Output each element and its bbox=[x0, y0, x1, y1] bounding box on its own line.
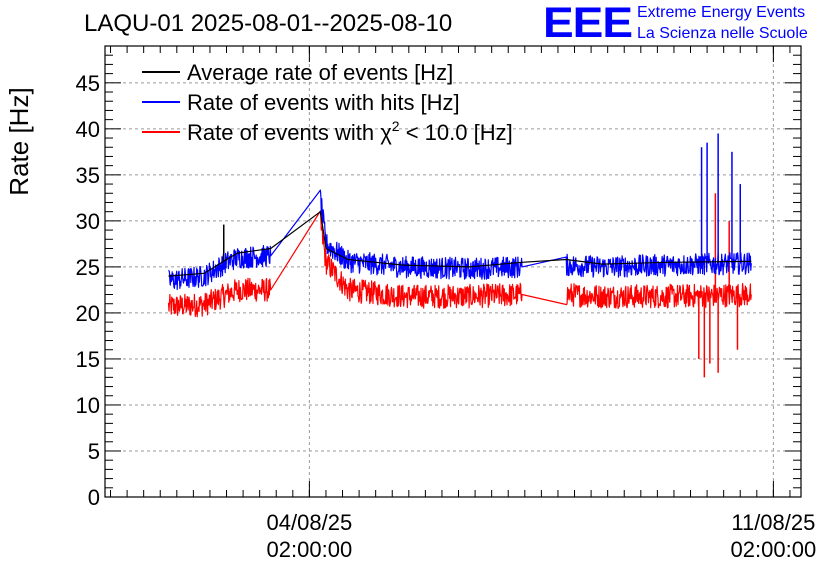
brand-line-1: Extreme Energy Events bbox=[637, 4, 806, 21]
y-tick-label: 25 bbox=[76, 255, 100, 280]
series-line bbox=[167, 210, 752, 318]
x-tick-label-date: 04/08/25 bbox=[267, 510, 353, 535]
y-tick-label: 20 bbox=[76, 301, 100, 326]
x-tick-label-date: 11/08/25 bbox=[731, 510, 815, 535]
y-tick-label: 30 bbox=[76, 209, 100, 234]
legend-label: Rate of events with χ2 < 10.0 [Hz] bbox=[187, 118, 513, 145]
y-tick-label: 15 bbox=[76, 347, 100, 372]
y-tick-label: 10 bbox=[76, 393, 100, 418]
y-tick-label: 0 bbox=[88, 485, 100, 510]
legend: Average rate of events [Hz] Rate of event… bbox=[142, 60, 513, 145]
series-line bbox=[168, 211, 752, 277]
legend-label: Rate of events with hits [Hz] bbox=[187, 90, 460, 115]
axes: 05101520253035404504/08/2502:00:0011/08/… bbox=[76, 45, 817, 562]
chart-title: LAQU-01 2025-08-01--2025-08-10 bbox=[84, 10, 453, 37]
y-tick-label: 35 bbox=[76, 163, 100, 188]
legend-label: Average rate of events [Hz] bbox=[187, 60, 453, 85]
x-tick-label-time: 02:00:00 bbox=[267, 537, 353, 562]
plot-frame bbox=[104, 45, 802, 498]
series-line bbox=[168, 189, 752, 291]
eee-logo: EEE bbox=[543, 0, 633, 47]
y-axis-label: Rate [Hz] bbox=[4, 87, 34, 195]
y-tick-label: 45 bbox=[76, 71, 100, 96]
series-lines bbox=[167, 133, 752, 378]
x-tick-label-time: 02:00:00 bbox=[731, 537, 817, 562]
y-tick-label: 40 bbox=[76, 117, 100, 142]
brand-line-2: La Scienza nelle Scuole bbox=[637, 25, 808, 42]
y-tick-label: 5 bbox=[88, 439, 100, 464]
